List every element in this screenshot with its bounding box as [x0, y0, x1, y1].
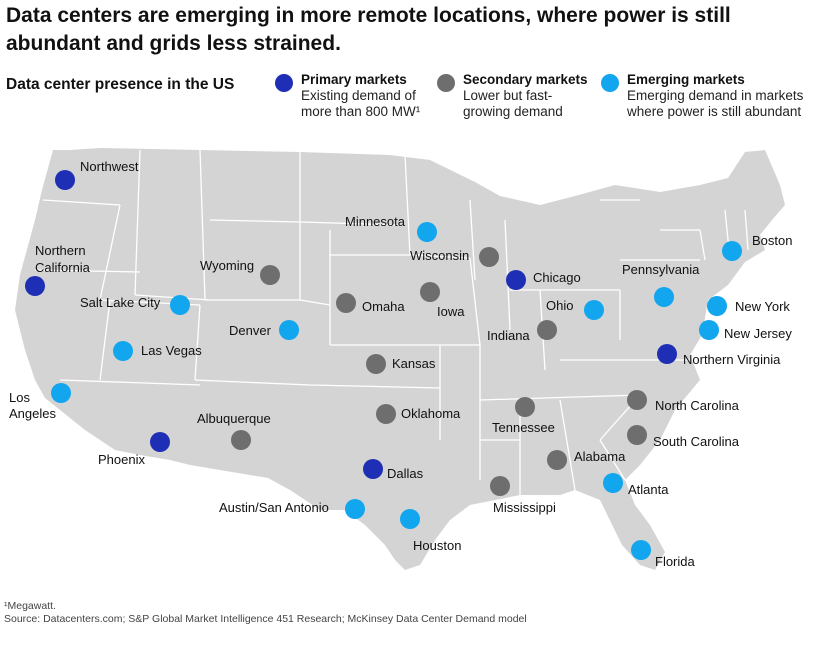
legend-emerging-dot [601, 74, 619, 92]
market-label-northern-virginia: Northern Virginia [683, 352, 781, 367]
market-label-kansas: Kansas [392, 356, 436, 371]
market-dot-northern-virginia [657, 344, 677, 364]
market-dot-denver [279, 320, 299, 340]
market-label-chicago: Chicago [533, 270, 581, 285]
legend-secondary-desc: Lower but fast- [463, 88, 553, 103]
legend-primary-desc: Existing demand of [301, 88, 416, 103]
market-dot-alabama [547, 450, 567, 470]
us-land [15, 148, 785, 570]
market-label-atlanta: Atlanta [628, 482, 669, 497]
footnote-source: Source: Datacenters.com; S&P Global Mark… [4, 613, 527, 625]
legend-emerging-desc: Emerging demand in markets [627, 88, 804, 103]
market-dot-ohio [584, 300, 604, 320]
market-dot-minnesota [417, 222, 437, 242]
market-label-mississippi: Mississippi [493, 500, 556, 515]
market-dots [25, 170, 742, 560]
market-label-minnesota: Minnesota [345, 214, 406, 229]
legend-primary-desc: more than 800 MW¹ [301, 104, 421, 119]
market-dot-north-carolina [627, 390, 647, 410]
page-title: Data centers are emerging in more remote… [6, 4, 731, 55]
market-dot-northwest [55, 170, 75, 190]
market-dot-boston [722, 241, 742, 261]
market-dot-tennessee [515, 397, 535, 417]
legend-secondary: Secondary markets Lower but fast- growin… [437, 72, 588, 120]
market-dot-pennsylvania [654, 287, 674, 307]
market-label-northwest: Northwest [80, 159, 139, 174]
market-label-houston: Houston [413, 538, 461, 553]
market-dot-las-vegas [113, 341, 133, 361]
market-dot-austin-san-antonio [345, 499, 365, 519]
market-label-northern-california: Northern California [35, 243, 91, 275]
market-dot-phoenix [150, 432, 170, 452]
market-label-dallas: Dallas [387, 466, 424, 481]
market-dot-northern-california [25, 276, 45, 296]
market-dot-south-carolina [627, 425, 647, 445]
market-dot-wyoming [260, 265, 280, 285]
legend-secondary-label: Secondary markets [463, 72, 588, 87]
market-label-las-vegas: Las Vegas [141, 343, 202, 358]
market-label-wisconsin: Wisconsin [410, 248, 469, 263]
market-dot-dallas [363, 459, 383, 479]
legend-primary-label: Primary markets [301, 72, 407, 87]
market-dot-iowa [420, 282, 440, 302]
market-label-ohio: Ohio [546, 298, 573, 313]
market-label-indiana: Indiana [487, 328, 530, 343]
market-dot-wisconsin [479, 247, 499, 267]
market-label-phoenix: Phoenix [98, 452, 145, 467]
market-dot-new-york [707, 296, 727, 316]
market-label-alabama: Alabama [574, 449, 626, 464]
market-label-new-jersey: New Jersey [724, 326, 792, 341]
market-label-pennsylvania: Pennsylvania [622, 262, 700, 277]
market-label-albuquerque: Albuquerque [197, 411, 271, 426]
market-dot-los-angeles [51, 383, 71, 403]
market-label-salt-lake-city: Salt Lake City [80, 295, 161, 310]
map-subtitle: Data center presence in the US [6, 76, 235, 93]
market-label-denver: Denver [229, 323, 272, 338]
legend-emerging: Emerging markets Emerging demand in mark… [601, 72, 803, 120]
market-dot-new-jersey [699, 320, 719, 340]
legend-primary-dot [275, 74, 293, 92]
market-dot-kansas [366, 354, 386, 374]
market-label-boston: Boston [752, 233, 792, 248]
market-label-oklahoma: Oklahoma [401, 406, 461, 421]
market-label-florida: Florida [655, 554, 696, 569]
market-dot-florida [631, 540, 651, 560]
market-dot-chicago [506, 270, 526, 290]
market-label-iowa: Iowa [437, 304, 465, 319]
market-label-south-carolina: South Carolina [653, 434, 740, 449]
market-dot-omaha [336, 293, 356, 313]
market-label-tennessee: Tennessee [492, 420, 555, 435]
footnote-megawatt: ¹Megawatt. [4, 600, 56, 612]
market-dot-indiana [537, 320, 557, 340]
market-label-north-carolina: North Carolina [655, 398, 740, 413]
market-dot-oklahoma [376, 404, 396, 424]
legend-secondary-desc: growing demand [463, 104, 563, 119]
market-label-austin-san-antonio: Austin/San Antonio [219, 500, 329, 515]
market-dot-mississippi [490, 476, 510, 496]
legend-secondary-dot [437, 74, 455, 92]
market-dot-houston [400, 509, 420, 529]
market-label-wyoming: Wyoming [200, 258, 254, 273]
market-dot-salt-lake-city [170, 295, 190, 315]
market-label-omaha: Omaha [362, 299, 405, 314]
footnote: ¹Megawatt. Source: Datacenters.com; S&P … [4, 600, 527, 626]
legend-emerging-desc: where power is still abundant [627, 104, 802, 119]
market-dot-atlanta [603, 473, 623, 493]
market-label-new-york: New York [735, 299, 790, 314]
market-labels: Northwest Northern California Phoenix Dallas… [9, 159, 792, 569]
legend-emerging-label: Emerging markets [627, 72, 745, 87]
market-dot-albuquerque [231, 430, 251, 450]
legend-primary: Primary markets Existing demand of more … [275, 72, 420, 120]
state-borders [34, 149, 749, 495]
market-label-los-angeles: Los Angeles [9, 390, 56, 421]
